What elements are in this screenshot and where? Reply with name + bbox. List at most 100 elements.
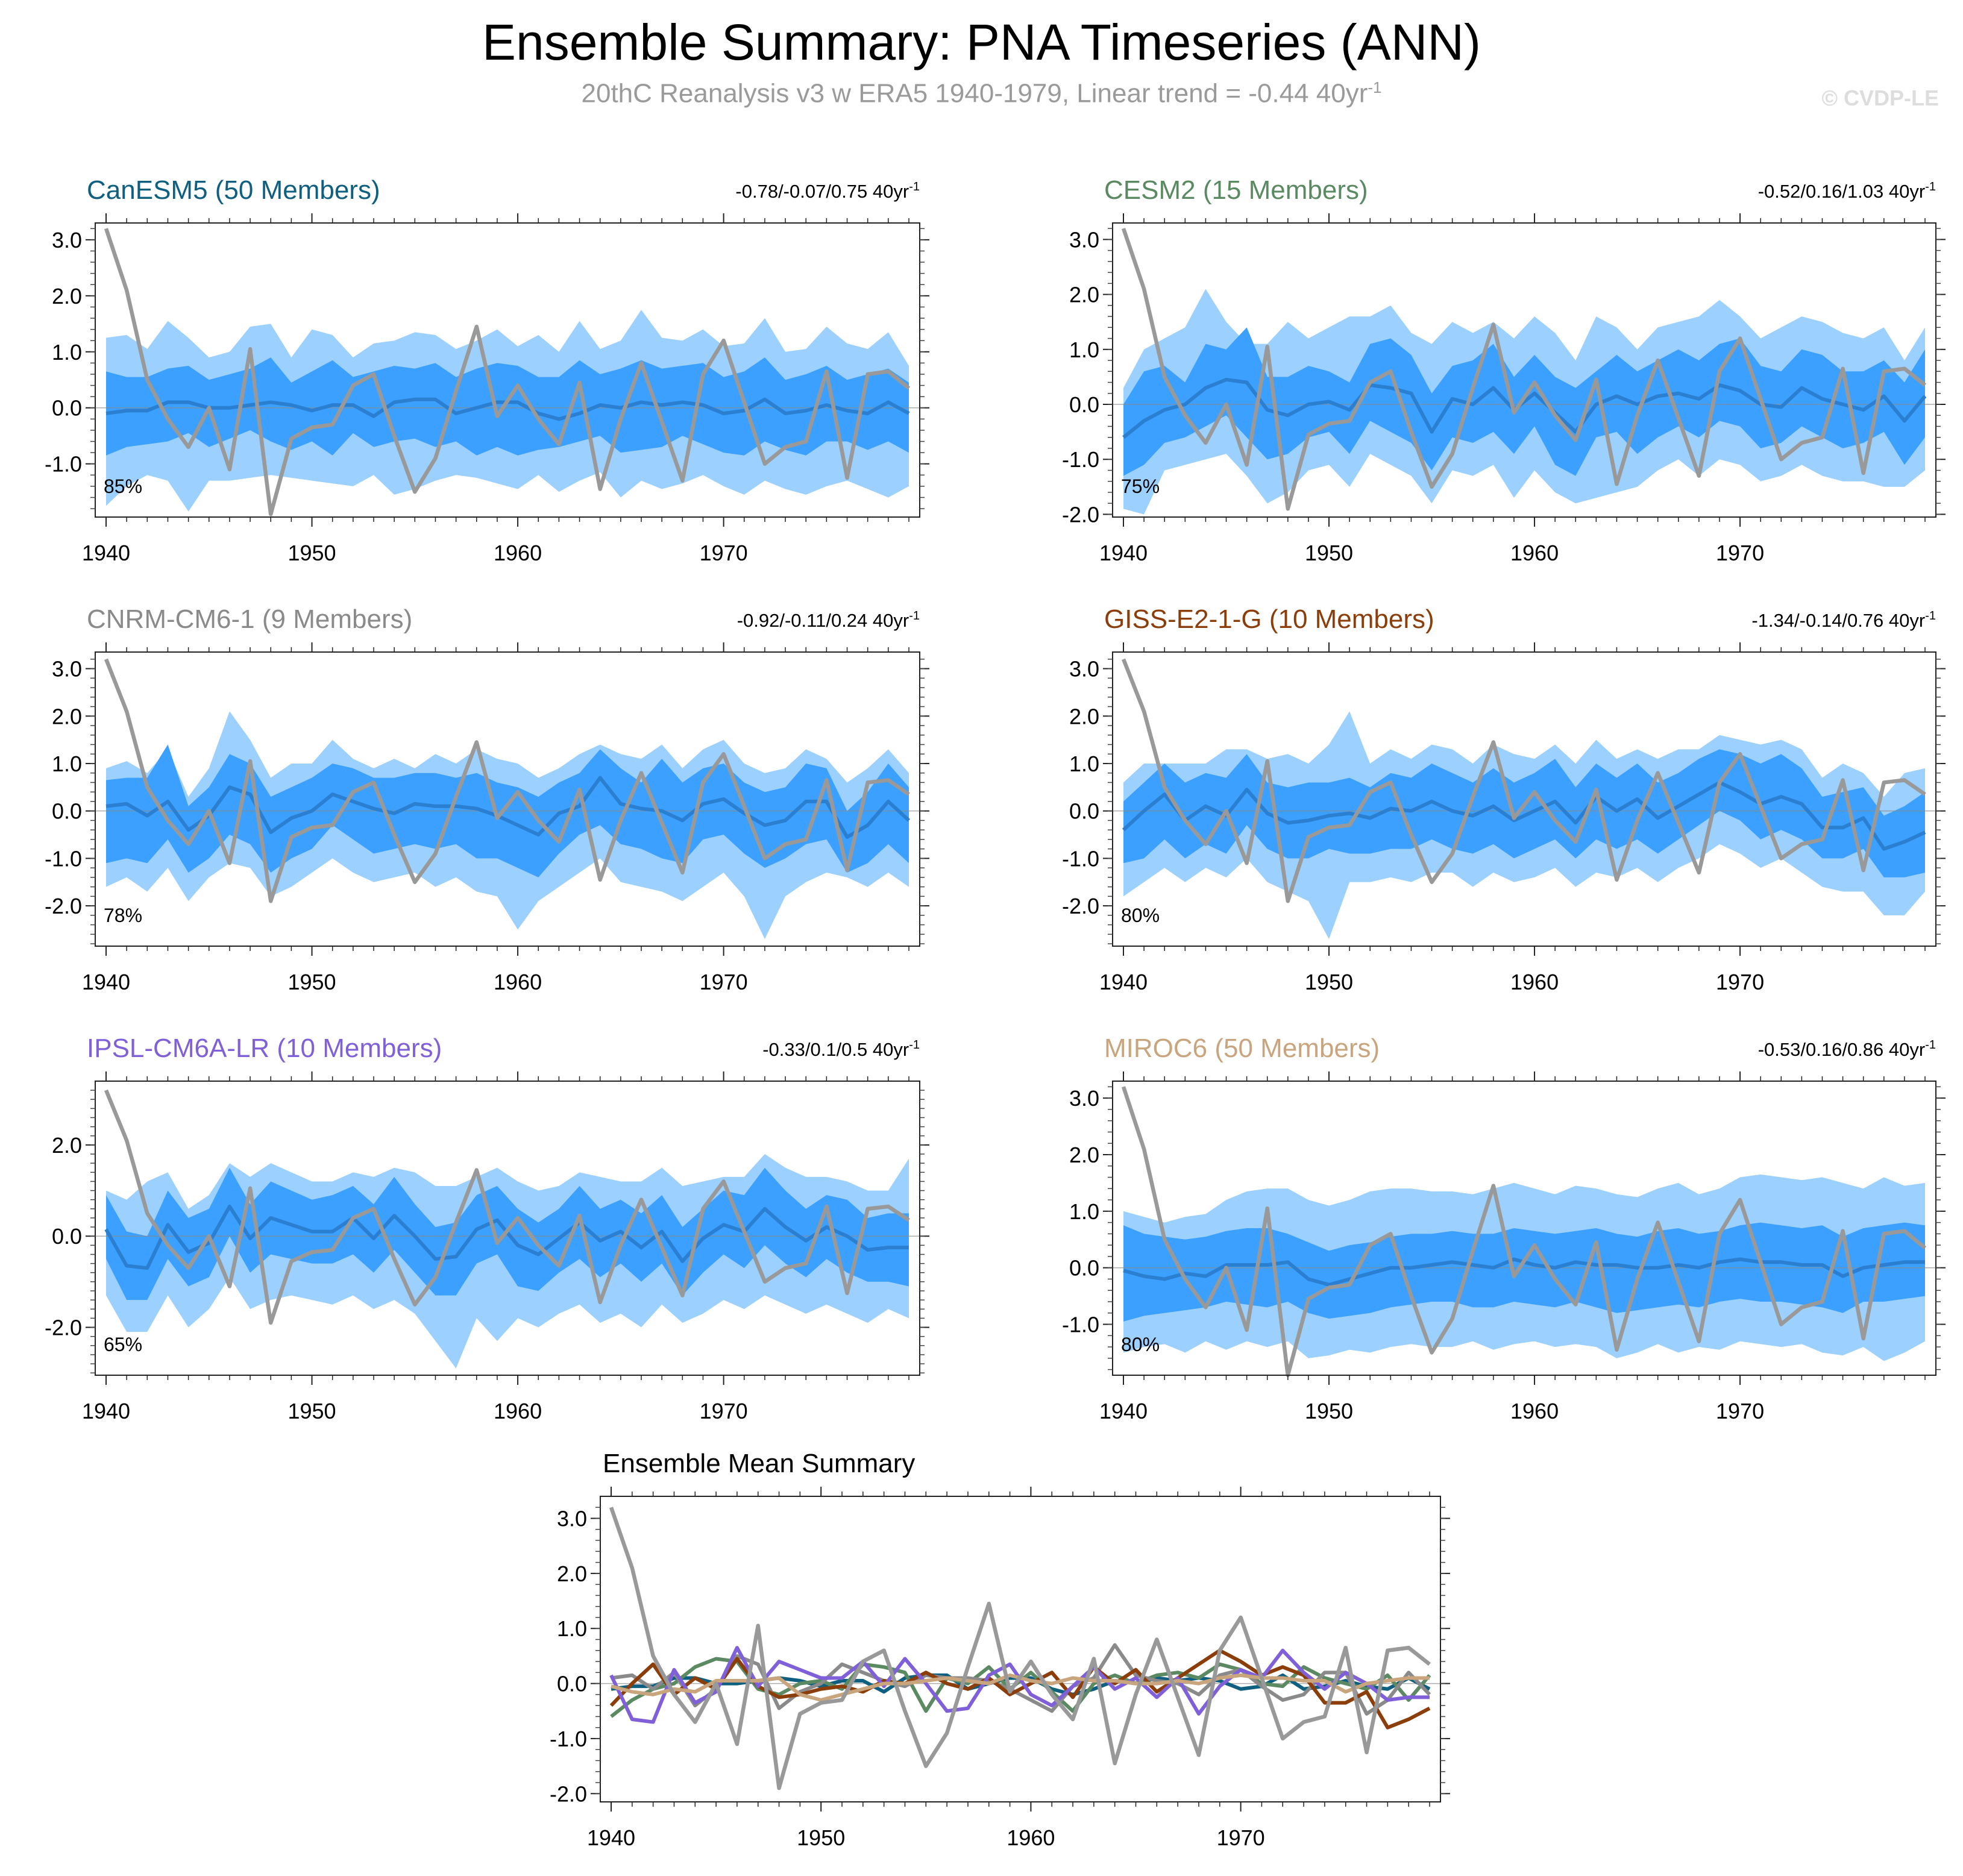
percent-label: 65%: [104, 1334, 142, 1355]
panel-title: CESM2 (15 Members): [1104, 175, 1368, 205]
x-tick-label: 1970: [700, 541, 748, 565]
y-tick-label: 2.0: [557, 1561, 587, 1586]
plot-frame: [95, 1081, 920, 1376]
percent-label: 80%: [1121, 1334, 1160, 1355]
series-line-giss-e2-1-g: [609, 1648, 1431, 1730]
x-tick-label: 1940: [1099, 541, 1148, 565]
plot-area: [1113, 228, 1936, 515]
y-tick-label: 3.0: [1069, 657, 1099, 682]
y-tick-label: 1.0: [1069, 751, 1099, 776]
x-tick-label: 1970: [700, 970, 748, 994]
y-tick-label: 1.0: [1069, 1199, 1099, 1224]
plot-frame: [95, 222, 920, 518]
x-tick-label: 1950: [287, 541, 336, 565]
y-tick-label: -1.0: [1062, 447, 1099, 472]
x-tick-label: 1950: [797, 1825, 845, 1850]
x-tick-label: 1960: [1007, 1825, 1055, 1850]
x-tick-label: 1970: [1716, 1399, 1764, 1423]
x-tick-label: 1960: [494, 970, 542, 994]
panel-title: Ensemble Mean Summary: [603, 1449, 915, 1478]
panel-title: GISS-E2-1-G (10 Members): [1104, 604, 1434, 634]
observed-line: [104, 1089, 910, 1325]
percent-label: 85%: [104, 475, 142, 497]
y-tick-label: 2.0: [1069, 1143, 1099, 1167]
x-tick-label: 1950: [287, 970, 336, 994]
y-tick-label: -1.0: [1062, 846, 1099, 871]
plot-area: [95, 1089, 920, 1369]
observed-line: [1121, 1086, 1927, 1378]
observed-line: [1121, 658, 1926, 903]
plot-frame: [1112, 651, 1936, 947]
panel-ensmean: Ensemble Mean Summary -2.0 -1.0 0.0 1.0 2.0 3.…: [550, 1449, 1450, 1850]
panel-canesm5: CanESM5 (50 Members) -0.78/-0.07/0.75 40y…: [45, 175, 929, 565]
y-tick-label: -2.0: [550, 1781, 587, 1806]
y-tick-label: 2.0: [52, 284, 82, 309]
observed-line: [104, 228, 911, 516]
watermark: © CVDP-LE: [1821, 86, 1939, 110]
panel-cnrm: CNRM-CM6-1 (9 Members) -0.92/-0.11/0.24 4…: [45, 604, 929, 994]
y-tick-label: -1.0: [45, 846, 82, 871]
observed-line: [1121, 228, 1927, 511]
x-tick-label: 1940: [82, 541, 130, 565]
observed-line: [609, 1507, 1431, 1790]
percent-label: 75%: [1121, 475, 1160, 497]
x-tick-label: 1960: [1510, 970, 1559, 994]
plot-area: [95, 228, 920, 516]
series-line-cnrm-cm6-1: [611, 1643, 1431, 1716]
y-tick-label: 0.0: [1069, 1256, 1099, 1281]
y-tick-label: -2.0: [45, 1316, 82, 1340]
x-tick-label: 1960: [494, 541, 542, 565]
plot-frame: [1112, 1081, 1936, 1376]
subtitle: 20thC Reanalysis v3 w ERA5 1940-1979, Li…: [0, 78, 1963, 109]
y-tick-label: 2.0: [1069, 704, 1099, 729]
x-tick-label: 1960: [1510, 1399, 1559, 1423]
plot-area: [1113, 1086, 1936, 1378]
x-tick-label: 1970: [700, 1399, 748, 1423]
y-tick-label: 1.0: [52, 340, 82, 365]
panel-cesm2: CESM2 (15 Members) -0.52/0.16/1.03 40yr-1…: [1062, 175, 1946, 565]
x-tick-label: 1960: [1510, 541, 1559, 565]
y-tick-label: 2.0: [52, 704, 82, 729]
x-tick-label: 1940: [1099, 1399, 1148, 1423]
panel-title: CNRM-CM6-1 (9 Members): [87, 604, 412, 634]
panel-ipsl: IPSL-CM6A-LR (10 Members) -0.33/0.1/0.5 4…: [45, 1034, 929, 1423]
y-tick-label: 3.0: [52, 657, 82, 682]
y-tick-label: -1.0: [550, 1727, 587, 1751]
x-tick-label: 1950: [1305, 970, 1353, 994]
plot-frame: [95, 651, 920, 947]
y-tick-label: -1.0: [1062, 1313, 1099, 1337]
subtitle-text: 20thC Reanalysis v3 w ERA5 1940-1979, Li…: [581, 78, 1368, 108]
y-tick-label: -2.0: [1062, 502, 1099, 527]
x-tick-label: 1970: [1716, 541, 1764, 565]
y-tick-label: 1.0: [52, 751, 82, 776]
observed-line: [104, 658, 910, 903]
panel-miroc6: MIROC6 (50 Members) -0.53/0.16/0.86 40yr-…: [1062, 1034, 1946, 1423]
panel-trend-range: -0.52/0.16/1.03 40yr-1: [1758, 180, 1936, 202]
ensemble-mean-line: [105, 776, 911, 839]
y-tick-label: 0.0: [52, 799, 82, 824]
x-tick-label: 1970: [1716, 970, 1764, 994]
panel-trend-range: -0.53/0.16/0.86 40yr-1: [1758, 1038, 1936, 1060]
panel-trend-range: -1.34/-0.14/0.76 40yr-1: [1751, 609, 1936, 631]
y-tick-label: 1.0: [1069, 337, 1099, 362]
plot-frame: [600, 1496, 1441, 1802]
panel-title: CanESM5 (50 Members): [87, 175, 380, 205]
ensemble-mean-line: [1122, 780, 1926, 851]
y-tick-label: -2.0: [1062, 894, 1099, 918]
plot-area: [600, 1507, 1440, 1790]
y-tick-label: 0.0: [52, 1224, 82, 1249]
x-tick-label: 1950: [287, 1399, 336, 1423]
x-tick-label: 1950: [1305, 541, 1353, 565]
percent-label: 80%: [1121, 905, 1160, 926]
panel-trend-range: -0.33/0.1/0.5 40yr-1: [762, 1038, 920, 1060]
plot-area: [1113, 658, 1936, 940]
y-tick-label: 3.0: [1069, 1086, 1099, 1111]
x-tick-label: 1940: [82, 1399, 130, 1423]
page-title: Ensemble Summary: PNA Timeseries (ANN): [482, 14, 1481, 71]
y-tick-label: 3.0: [52, 228, 82, 253]
y-tick-label: 0.0: [557, 1672, 587, 1696]
y-tick-label: 1.0: [557, 1616, 587, 1641]
band-10-90: [1123, 1222, 1925, 1322]
y-tick-label: 2.0: [1069, 283, 1099, 307]
